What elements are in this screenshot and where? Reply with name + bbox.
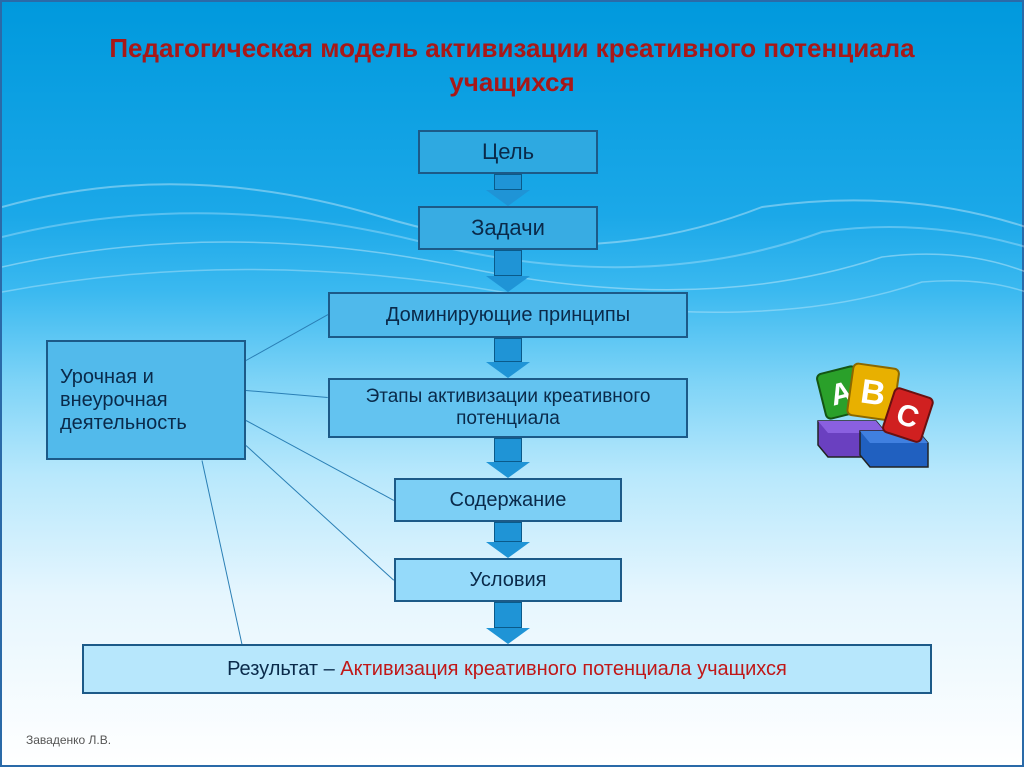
box-goal-label: Цель [482, 139, 534, 165]
connector-line [246, 314, 328, 361]
box-stages: Этапы активизации креативного потенциала [328, 378, 688, 438]
arrow-head [486, 276, 530, 292]
box-tasks: Задачи [418, 206, 598, 250]
arrow-head [486, 362, 530, 378]
arrow-head [486, 190, 530, 206]
connector-line [246, 445, 395, 581]
arrow-body [494, 338, 522, 362]
arrow-body [494, 602, 522, 628]
result-text: Результат – Активизация креативного поте… [227, 658, 787, 681]
arrow-body [494, 522, 522, 542]
box-stages-label: Этапы активизации креативного потенциала [342, 386, 674, 430]
arrow-body [494, 438, 522, 462]
title-text: Педагогическая модель активизации креати… [109, 33, 914, 97]
box-side-activity: Урочная и внеурочная деятельность [46, 340, 246, 460]
box-content-label: Содержание [450, 489, 567, 512]
box-principles-label: Доминирующие принципы [386, 304, 630, 327]
box-conditions-label: Условия [469, 569, 546, 592]
connector-line [202, 460, 243, 644]
box-conditions: Условия [394, 558, 622, 602]
box-goal: Цель [418, 130, 598, 174]
connector-line [246, 390, 328, 398]
abc-blocks-icon: A B C [812, 357, 947, 472]
box-principles: Доминирующие принципы [328, 292, 688, 338]
box-content: Содержание [394, 478, 622, 522]
footer-author: Заваденко Л.В. [26, 733, 111, 747]
box-side-label: Урочная и внеурочная деятельность [60, 366, 232, 435]
result-highlight: Активизация креативного потенциала учащи… [340, 658, 787, 680]
footer-text: Заваденко Л.В. [26, 733, 111, 747]
arrow-body [494, 174, 522, 190]
result-prefix: Результат – [227, 658, 340, 680]
arrow-head [486, 628, 530, 644]
slide-background: Педагогическая модель активизации креати… [0, 0, 1024, 767]
arrow-body [494, 250, 522, 276]
box-tasks-label: Задачи [471, 215, 545, 241]
svg-text:B: B [858, 372, 888, 413]
slide-title: Педагогическая модель активизации креати… [2, 2, 1022, 110]
arrow-head [486, 462, 530, 478]
box-result: Результат – Активизация креативного поте… [82, 644, 932, 694]
arrow-head [486, 542, 530, 558]
